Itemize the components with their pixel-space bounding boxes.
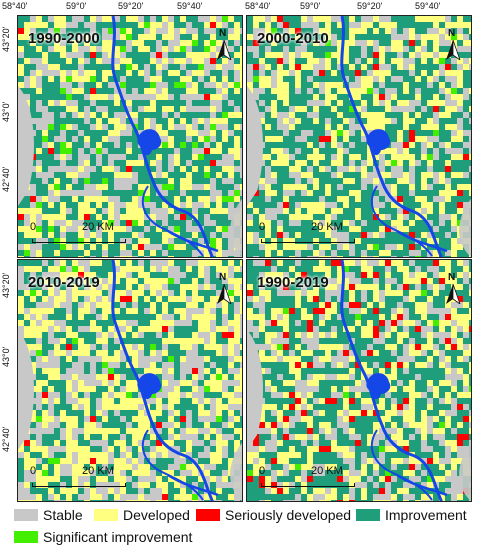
map-panel-1990-2000: 1990-2000 N 0 20 KM [17,15,243,258]
north-label: N [219,272,227,283]
legend-item-stable: Stable [14,507,83,523]
north-label: N [448,28,456,39]
lon-tick: 58°40' [245,1,271,11]
land-change-map [18,260,242,501]
north-label: N [219,28,227,39]
north-label: N [448,272,456,283]
scale-end: 20 KM [311,221,343,233]
lon-tick: 58°40' [2,1,28,11]
lat-tick: 42°40' [1,166,11,192]
panel-title: 1990-2000 [28,30,100,47]
scale-bar: 0 20 KM [30,221,140,247]
land-change-map [18,16,242,257]
land-change-map [247,260,471,501]
scale-start: 0 [259,221,266,233]
lat-tick: 43°0' [1,101,11,122]
scale-bar: 0 20 KM [259,465,369,491]
scale-end: 20 KM [82,465,114,477]
legend-item-significant-improvement: Significant improvement [14,529,192,545]
panel-title: 2010-2019 [28,274,100,291]
scale-start: 0 [30,221,37,233]
scale-bar: 0 20 KM [259,221,369,247]
panel-title: 2000-2010 [257,30,329,47]
legend-swatch [94,509,118,521]
panel-title: 1990-2019 [257,274,329,291]
north-arrow-icon: N [443,28,463,62]
map-panel-2000-2010: 2000-2010 N 0 20 KM [246,15,472,258]
lon-tick: 59°20' [357,1,383,11]
map-panel-1990-2019: 1990-2019 N 0 20 KM [246,259,472,502]
scale-end: 20 KM [311,465,343,477]
legend-swatch [14,531,38,543]
legend-label: Developed [123,507,190,523]
lon-tick: 59°0' [66,1,87,11]
scale-bar: 0 20 KM [30,465,140,491]
legend-label: Seriously developed [225,507,352,523]
lat-tick: 43°20' [1,26,11,52]
lon-tick: 59°40' [415,1,441,11]
lon-tick: 59°40' [177,1,203,11]
legend-swatch [14,509,38,521]
legend-label: Significant improvement [43,529,193,545]
legend-item-improvement: Improvement [356,507,467,523]
lat-tick: 42°40' [1,426,11,452]
legend-swatch [196,509,220,521]
legend-item-seriously-developed: Seriously developed [196,507,351,523]
scale-start: 0 [30,465,37,477]
map-panel-2010-2019: 2010-2019 N 0 20 KM [17,259,243,502]
lat-tick: 43°0' [1,346,11,367]
north-arrow-icon: N [214,28,234,62]
legend-item-developed: Developed [94,507,190,523]
land-change-map [247,16,471,257]
north-arrow-icon: N [443,272,463,306]
lat-tick: 43°20' [1,272,11,298]
north-arrow-icon: N [214,272,234,306]
scale-end: 20 KM [82,221,114,233]
lon-tick: 59°0' [300,1,321,11]
map-legend: Stable Developed Seriously developed Imp… [14,507,479,547]
legend-swatch [356,509,380,521]
scale-start: 0 [259,465,266,477]
legend-label: Stable [43,507,83,523]
legend-label: Improvement [385,507,467,523]
lon-tick: 59°20' [118,1,144,11]
